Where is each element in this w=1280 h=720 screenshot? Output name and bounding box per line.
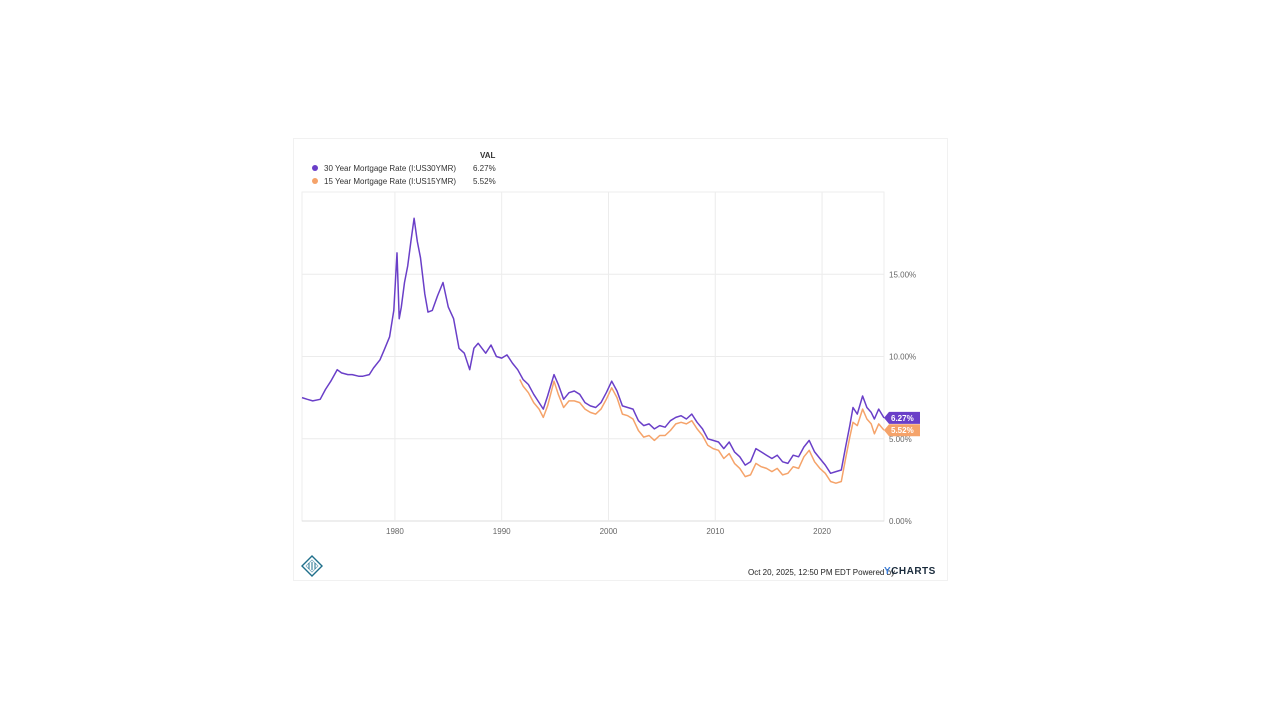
x-tick-label: 2020 [813, 527, 831, 536]
series-line-30yr [301, 217, 885, 475]
footer-timestamp: Oct 20, 2025, 12:50 PM EDT Powered by [748, 568, 896, 577]
chart-card [293, 138, 948, 581]
end-badge-30yr-label: 6.27% [891, 414, 914, 423]
y-tick-label: 15.00% [889, 270, 916, 279]
legend-value-15yr: 5.52% [473, 177, 496, 186]
ycharts-logo-text: CHARTS [891, 566, 936, 577]
ycharts-logo-y: Y [884, 566, 892, 577]
legend-dot-15yr-icon [312, 178, 318, 184]
brand-logo-icon [301, 555, 323, 577]
x-tick-label: 2010 [706, 527, 724, 536]
end-badge-15yr-shape [884, 424, 920, 437]
y-tick-label: 10.00% [889, 353, 916, 362]
y-tick-label: 5.00% [889, 435, 912, 444]
series-line-15yr [519, 379, 885, 484]
legend-item-30yr[interactable]: 30 Year Mortgage Rate (I:US30YMR) 6.27% [312, 164, 496, 173]
x-tick-label: 1980 [386, 527, 404, 536]
end-badge-30yr: 6.27% [884, 411, 920, 424]
legend-item-15yr[interactable]: 15 Year Mortgage Rate (I:US15YMR) 5.52% [312, 177, 496, 186]
legend-label-15yr: 15 Year Mortgage Rate (I:US15YMR) [324, 177, 457, 186]
x-tick-label: 2000 [600, 527, 618, 536]
legend-header: VAL [480, 151, 496, 160]
legend-value-30yr: 6.27% [473, 164, 496, 173]
legend-label-30yr: 30 Year Mortgage Rate (I:US30YMR) [324, 164, 457, 173]
ycharts-logo[interactable]: YCHARTS [884, 566, 936, 577]
end-badge-15yr-label: 5.52% [891, 426, 914, 435]
legend-dot-30yr-icon [312, 165, 318, 171]
end-badge-30yr-shape [884, 411, 920, 424]
y-tick-label: 0.00% [889, 517, 912, 526]
end-badge-15yr: 5.52% [884, 424, 920, 437]
x-tick-label: 1990 [493, 527, 511, 536]
